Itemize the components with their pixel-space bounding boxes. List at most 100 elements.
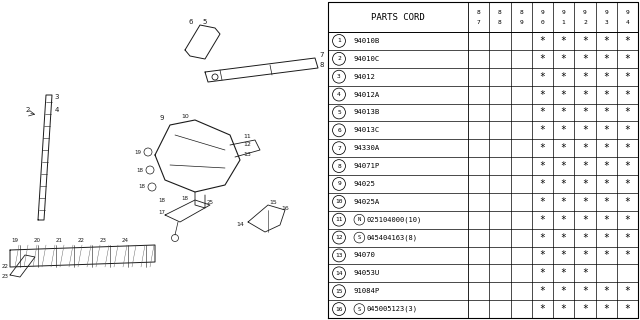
Text: *: * (561, 36, 566, 46)
Text: *: * (603, 108, 609, 117)
Text: 9: 9 (562, 10, 566, 14)
Text: 1: 1 (337, 38, 341, 44)
Text: *: * (625, 251, 630, 260)
Text: 3: 3 (337, 74, 341, 79)
Text: 9: 9 (519, 20, 523, 25)
Text: *: * (625, 286, 630, 296)
Text: 9: 9 (160, 115, 164, 121)
Text: *: * (561, 215, 566, 225)
Text: 6: 6 (337, 128, 341, 133)
Text: *: * (582, 54, 588, 64)
Text: *: * (582, 179, 588, 189)
Text: *: * (625, 304, 630, 314)
Text: *: * (603, 304, 609, 314)
Text: *: * (603, 179, 609, 189)
Text: 18: 18 (138, 185, 145, 189)
Text: *: * (603, 125, 609, 135)
Text: *: * (540, 233, 545, 243)
Text: 7: 7 (337, 146, 341, 151)
Text: *: * (625, 143, 630, 153)
Text: *: * (561, 72, 566, 82)
Text: *: * (561, 304, 566, 314)
Text: 3: 3 (55, 94, 60, 100)
Text: 4: 4 (625, 20, 629, 25)
Text: *: * (540, 54, 545, 64)
Text: 23: 23 (99, 237, 106, 243)
Text: *: * (540, 90, 545, 100)
Text: *: * (582, 251, 588, 260)
Text: *: * (603, 215, 609, 225)
Text: S: S (358, 235, 361, 240)
Text: 7: 7 (477, 20, 481, 25)
Text: 8: 8 (498, 10, 502, 14)
Text: 23: 23 (1, 275, 8, 279)
Text: *: * (582, 304, 588, 314)
Text: 6: 6 (189, 19, 193, 25)
Text: *: * (540, 197, 545, 207)
Text: 94013C: 94013C (353, 127, 380, 133)
Text: 025104000(10): 025104000(10) (367, 216, 422, 223)
Text: 4: 4 (55, 107, 59, 113)
Text: *: * (625, 90, 630, 100)
Text: *: * (561, 161, 566, 171)
Text: *: * (625, 72, 630, 82)
Text: 94010B: 94010B (353, 38, 380, 44)
Text: *: * (561, 197, 566, 207)
Text: 12: 12 (243, 141, 251, 147)
Text: 045404163(8): 045404163(8) (367, 234, 418, 241)
Text: 21: 21 (56, 237, 63, 243)
Text: *: * (625, 108, 630, 117)
Text: 14: 14 (236, 222, 244, 228)
Text: 8: 8 (477, 10, 481, 14)
Text: 18: 18 (159, 197, 166, 203)
Text: 94012: 94012 (353, 74, 375, 80)
Text: 7: 7 (320, 52, 324, 58)
Text: *: * (582, 36, 588, 46)
Text: 16: 16 (281, 205, 289, 211)
Text: 18: 18 (182, 196, 189, 201)
Text: 2: 2 (26, 107, 30, 113)
Text: *: * (561, 233, 566, 243)
Text: 0: 0 (541, 20, 544, 25)
Text: *: * (603, 54, 609, 64)
Text: 8: 8 (519, 10, 523, 14)
Text: 20: 20 (33, 237, 40, 243)
Text: 94010C: 94010C (353, 56, 380, 62)
Text: 5: 5 (337, 110, 341, 115)
Text: 10: 10 (181, 114, 189, 118)
Text: 10: 10 (335, 199, 343, 204)
Text: *: * (603, 286, 609, 296)
Text: *: * (603, 36, 609, 46)
Text: *: * (540, 72, 545, 82)
Text: *: * (540, 108, 545, 117)
Text: *: * (625, 197, 630, 207)
Text: *: * (561, 143, 566, 153)
Text: *: * (625, 36, 630, 46)
Text: 19: 19 (134, 149, 141, 155)
Text: *: * (625, 54, 630, 64)
Text: 94071P: 94071P (353, 163, 380, 169)
Text: 5: 5 (203, 19, 207, 25)
Text: *: * (603, 143, 609, 153)
Text: 17: 17 (159, 210, 166, 214)
Text: *: * (561, 90, 566, 100)
Text: *: * (625, 215, 630, 225)
Text: *: * (540, 125, 545, 135)
Text: S: S (358, 307, 361, 312)
Text: *: * (540, 36, 545, 46)
Text: 91084P: 91084P (353, 288, 380, 294)
Text: 11: 11 (243, 133, 251, 139)
Text: *: * (540, 304, 545, 314)
Text: *: * (582, 108, 588, 117)
Text: *: * (603, 72, 609, 82)
Text: *: * (582, 72, 588, 82)
Text: *: * (625, 233, 630, 243)
Text: N: N (358, 217, 361, 222)
Text: 94013B: 94013B (353, 109, 380, 116)
Text: 9: 9 (541, 10, 544, 14)
Text: 9: 9 (337, 181, 341, 187)
Text: 8: 8 (320, 62, 324, 68)
Text: 2: 2 (583, 20, 587, 25)
Text: *: * (561, 251, 566, 260)
Text: *: * (540, 286, 545, 296)
